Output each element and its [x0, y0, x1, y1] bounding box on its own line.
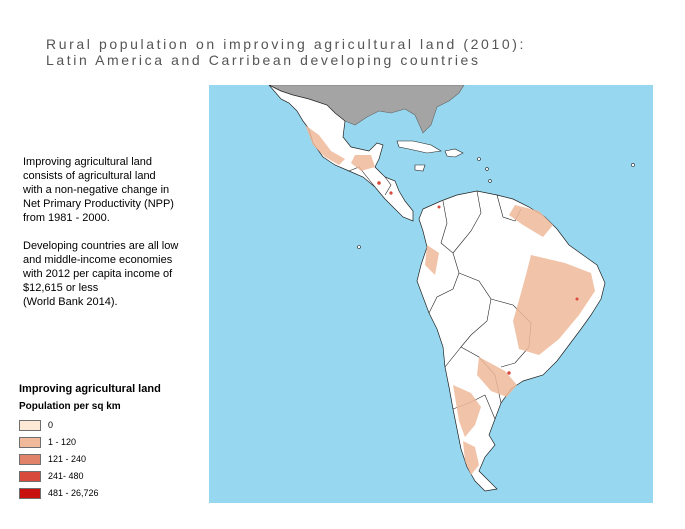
legend-item: 0 — [19, 417, 209, 434]
legend-title: Improving agricultural land — [19, 383, 161, 395]
improving-land-pattern — [305, 125, 595, 475]
caribbean-islands — [357, 140, 635, 249]
legend-items: 0 1 - 120 121 - 240 241- 480 481 - 26,72… — [19, 417, 209, 502]
legend-subtitle: Population per sq km — [19, 401, 121, 412]
high-density-spots — [377, 181, 579, 375]
description-paragraph-1: Improving agricultural land consists of … — [23, 156, 174, 224]
legend-label: 481 - 26,726 — [48, 488, 99, 498]
description-paragraph-2: Developing countries are all low and mid… — [23, 240, 179, 308]
legend-label: 1 - 120 — [48, 437, 77, 447]
legend-swatch — [19, 437, 41, 448]
legend-item: 1 - 120 — [19, 434, 209, 451]
latin-america-map — [209, 85, 653, 503]
legend-item: 241- 480 — [19, 468, 209, 485]
description-text: Improving agricultural land consists of … — [23, 155, 213, 323]
legend-swatch — [19, 471, 41, 482]
legend-label: 0 — [48, 420, 54, 430]
legend-swatch — [19, 454, 41, 465]
legend-label: 241- 480 — [48, 471, 84, 481]
legend-swatch — [19, 420, 41, 431]
legend-label: 121 - 240 — [48, 454, 87, 464]
map-title: Rural population on improving agricultur… — [46, 36, 526, 68]
legend-item: 121 - 240 — [19, 451, 209, 468]
map-title-line-2: Latin America and Carribean developing c… — [46, 52, 481, 68]
legend-swatch — [19, 488, 41, 499]
legend: Improving agricultural land Population p… — [19, 382, 209, 502]
legend-item: 481 - 26,726 — [19, 485, 209, 502]
map-title-line-1: Rural population on improving agricultur… — [46, 36, 526, 52]
